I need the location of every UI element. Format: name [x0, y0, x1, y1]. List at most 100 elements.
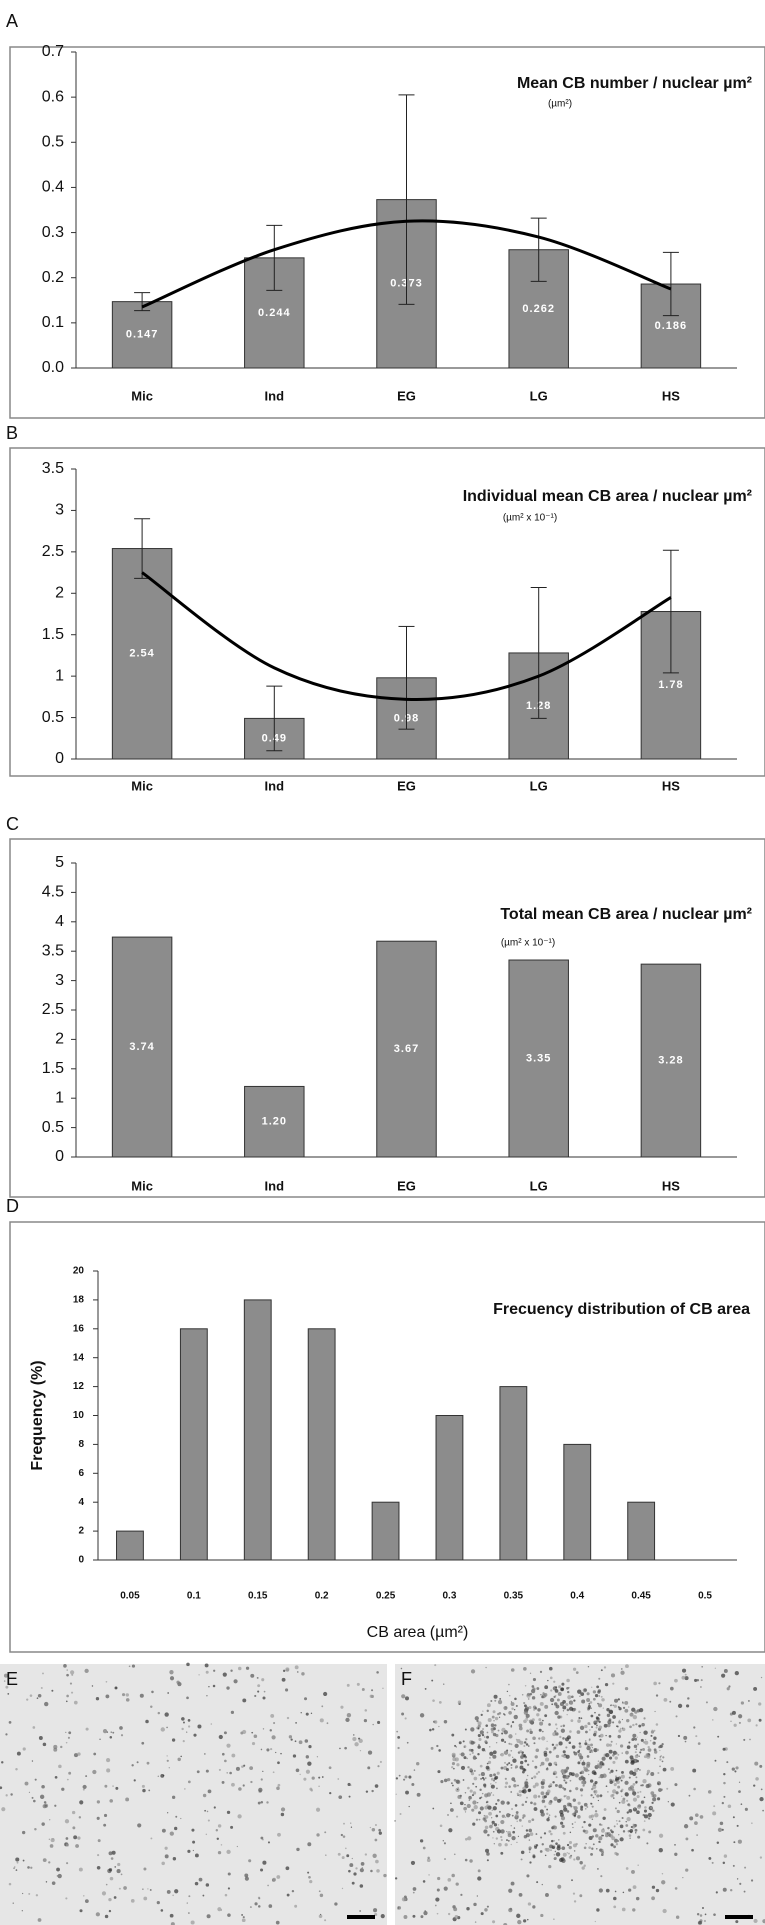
speckle: [628, 1804, 631, 1807]
speckle: [176, 1681, 179, 1684]
speckle: [570, 1701, 574, 1705]
speckle: [354, 1742, 358, 1746]
speckle: [485, 1849, 489, 1853]
speckle: [618, 1698, 620, 1700]
speckle: [311, 1789, 313, 1791]
speckle: [612, 1683, 614, 1685]
speckle: [512, 1759, 516, 1763]
speckle: [316, 1833, 319, 1836]
speckle: [583, 1865, 585, 1867]
speckle: [529, 1861, 531, 1863]
speckle: [590, 1701, 593, 1704]
speckle: [556, 1852, 560, 1856]
speckle: [708, 1790, 712, 1794]
value-label: 3.28: [658, 1054, 683, 1066]
speckle: [575, 1787, 578, 1790]
speckle: [480, 1806, 484, 1810]
speckle: [501, 1800, 505, 1804]
speckle: [413, 1892, 415, 1894]
speckle: [637, 1805, 641, 1809]
speckle: [350, 1822, 351, 1823]
speckle: [546, 1809, 548, 1811]
speckle: [614, 1699, 618, 1703]
y-tick-label: 0.1: [42, 314, 64, 331]
speckle: [624, 1701, 628, 1705]
speckle: [548, 1817, 550, 1819]
speckle: [511, 1725, 512, 1726]
speckle: [368, 1750, 372, 1754]
speckle: [584, 1689, 585, 1690]
speckle: [106, 1681, 108, 1683]
speckle: [540, 1765, 542, 1767]
speckle: [571, 1879, 573, 1881]
speckle: [242, 1698, 246, 1702]
speckle: [307, 1872, 309, 1874]
speckle: [635, 1755, 638, 1758]
speckle: [662, 1743, 664, 1745]
speckle: [362, 1867, 363, 1868]
speckle: [360, 1750, 361, 1751]
speckle: [494, 1843, 495, 1844]
speckle: [567, 1844, 569, 1846]
speckle: [25, 1782, 29, 1786]
speckle: [669, 1701, 671, 1703]
speckle: [469, 1749, 472, 1752]
speckle: [500, 1820, 504, 1824]
speckle: [541, 1762, 545, 1766]
speckle: [614, 1825, 616, 1827]
speckle: [423, 1880, 426, 1883]
speckle: [738, 1790, 741, 1793]
speckle: [597, 1691, 600, 1694]
speckle: [578, 1711, 580, 1713]
speckle: [125, 1798, 129, 1802]
speckle: [353, 1734, 354, 1735]
speckle: [613, 1797, 614, 1798]
speckle: [217, 1907, 221, 1911]
speckle: [376, 1671, 379, 1674]
speckle: [44, 1801, 47, 1804]
speckle: [515, 1765, 518, 1768]
speckle: [252, 1742, 255, 1745]
speckle: [579, 1745, 582, 1748]
speckle: [488, 1812, 492, 1816]
speckle: [701, 1679, 703, 1681]
speckle: [638, 1725, 641, 1728]
speckle: [720, 1822, 723, 1825]
speckle: [532, 1760, 534, 1762]
speckle: [41, 1785, 45, 1789]
speckle: [169, 1767, 170, 1768]
speckle: [15, 1857, 19, 1861]
speckle: [603, 1707, 604, 1708]
speckle: [278, 1784, 281, 1787]
speckle: [596, 1685, 599, 1688]
speckle: [9, 1883, 12, 1886]
speckle: [476, 1758, 478, 1760]
speckle: [544, 1832, 546, 1834]
speckle: [453, 1768, 455, 1770]
y-tick-label: 5: [55, 854, 64, 871]
speckle: [597, 1868, 599, 1870]
speckle: [495, 1782, 496, 1783]
speckle: [480, 1730, 484, 1734]
speckle: [489, 1774, 492, 1777]
speckle: [730, 1889, 732, 1891]
speckle: [497, 1713, 499, 1715]
speckle: [463, 1807, 467, 1811]
speckle: [536, 1773, 538, 1775]
speckle: [535, 1755, 538, 1758]
speckle: [142, 1789, 145, 1792]
speckle: [104, 1814, 107, 1817]
speckle: [109, 1868, 112, 1871]
speckle: [567, 1691, 569, 1693]
speckle: [243, 1765, 245, 1767]
speckle: [559, 1736, 561, 1738]
speckle: [590, 1707, 591, 1708]
speckle: [40, 1795, 44, 1799]
y-tick-label: 2: [78, 1526, 84, 1537]
chart-title: Total mean CB area / nuclear µm²: [500, 906, 752, 923]
speckle: [519, 1893, 523, 1897]
speckle: [723, 1796, 725, 1798]
speckle: [521, 1753, 523, 1755]
speckle: [172, 1796, 175, 1799]
speckle: [747, 1719, 751, 1723]
